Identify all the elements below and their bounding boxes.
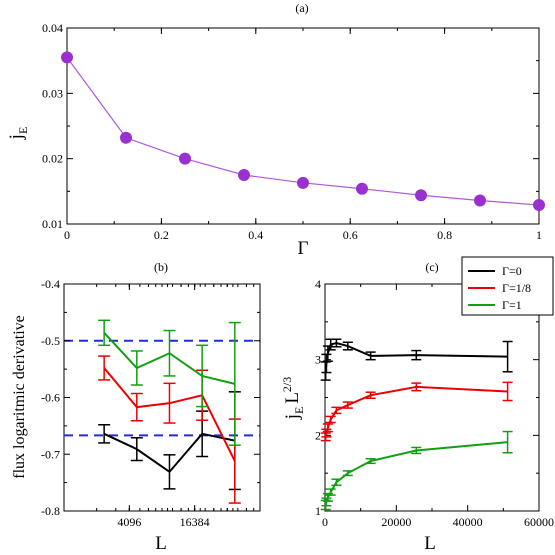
- y-tick-label: 2: [315, 428, 321, 442]
- y-tick-label: 0.01: [42, 217, 63, 231]
- panel-a-xlabel: Γ: [298, 238, 309, 259]
- data-point: [61, 51, 73, 64]
- panel-b-ticks: 4096 16384 -0.8 -0.7 -0.6 -0.5 -0.4: [41, 277, 260, 529]
- panel-c-ticks: 0 20000 40000 60000 1 2 3 4: [315, 277, 554, 529]
- x-tick-label: 4096: [117, 515, 141, 529]
- series-line: [324, 385, 508, 438]
- x-tick-label: 0.2: [154, 228, 169, 242]
- panel-b-frame: [63, 283, 261, 512]
- x-tick-label: 0.8: [437, 228, 452, 242]
- y-tick-label: -0.8: [41, 504, 60, 518]
- panel-b-ylabel: flux logaritmic derivative: [11, 315, 28, 479]
- legend-label: Γ=1: [502, 298, 522, 312]
- panel-a-title: (a): [295, 1, 308, 15]
- panel-a-ylabel: jE: [6, 127, 30, 141]
- data-point: [533, 199, 545, 212]
- panel-a: (a) 0 0.2 0.4 0.6 0.8 1 0.01 0.02 0.03 0.04 Γ jE: [6, 1, 545, 259]
- panel-a-frame: [66, 27, 540, 225]
- y-tick-label: 4: [315, 277, 321, 291]
- data-point: [356, 182, 368, 195]
- panel-c-series: [320, 338, 513, 511]
- legend-label: Γ=1/8: [502, 281, 531, 295]
- panel-b-xlabel: L: [155, 533, 167, 554]
- data-point: [120, 131, 132, 144]
- data-point: [179, 152, 191, 165]
- panel-c-ylabel: jEL2/3: [280, 377, 306, 421]
- x-tick-label: 0.6: [343, 228, 358, 242]
- x-tick-label: 0: [64, 228, 70, 242]
- y-tick-label: -0.7: [41, 447, 60, 461]
- panel-c: (c) 0 20000 40000 60000 1 2 3 4 L jEL2/3 Γ=0 Γ=1…: [280, 256, 554, 554]
- y-tick-label: 0.02: [42, 152, 63, 166]
- x-tick-label: 40000: [453, 515, 483, 529]
- data-point: [474, 194, 486, 207]
- panel-c-legend: Γ=0 Γ=1/8 Γ=1: [461, 256, 554, 316]
- x-tick-label: 1: [536, 228, 542, 242]
- y-tick-label: 0.03: [42, 86, 63, 100]
- x-tick-label: 16384: [180, 515, 210, 529]
- data-point: [415, 189, 427, 202]
- x-tick-label: 0.4: [248, 228, 263, 242]
- y-tick-label: -0.5: [41, 334, 60, 348]
- x-tick-label: 60000: [524, 515, 554, 529]
- y-tick-label: 1: [315, 504, 321, 518]
- x-tick-label: 20000: [381, 515, 411, 529]
- panel-b-series: [98, 319, 241, 504]
- panel-c-xlabel: L: [424, 533, 436, 554]
- panel-a-ticks: 0 0.2 0.4 0.6 0.8 1 0.01 0.02 0.03 0.04: [42, 21, 542, 242]
- data-point: [297, 176, 309, 189]
- y-tick-label: 0.04: [42, 21, 63, 35]
- panel-a-series: [61, 51, 545, 212]
- panel-b: (b) 4096 16384 -0.8 -0.7 -0.6 -0.5 -0.4 L flux…: [11, 260, 261, 554]
- panel-b-reference-lines: [64, 339, 260, 437]
- panel-b-title: (b): [154, 260, 168, 274]
- y-tick-label: 3: [315, 353, 321, 367]
- data-point: [238, 169, 250, 181]
- y-tick-label: -0.6: [41, 391, 60, 405]
- x-tick-label: 0: [322, 515, 328, 529]
- legend-label: Γ=0: [502, 264, 522, 278]
- y-tick-label: -0.4: [41, 277, 60, 291]
- panel-c-title: (c): [425, 260, 438, 274]
